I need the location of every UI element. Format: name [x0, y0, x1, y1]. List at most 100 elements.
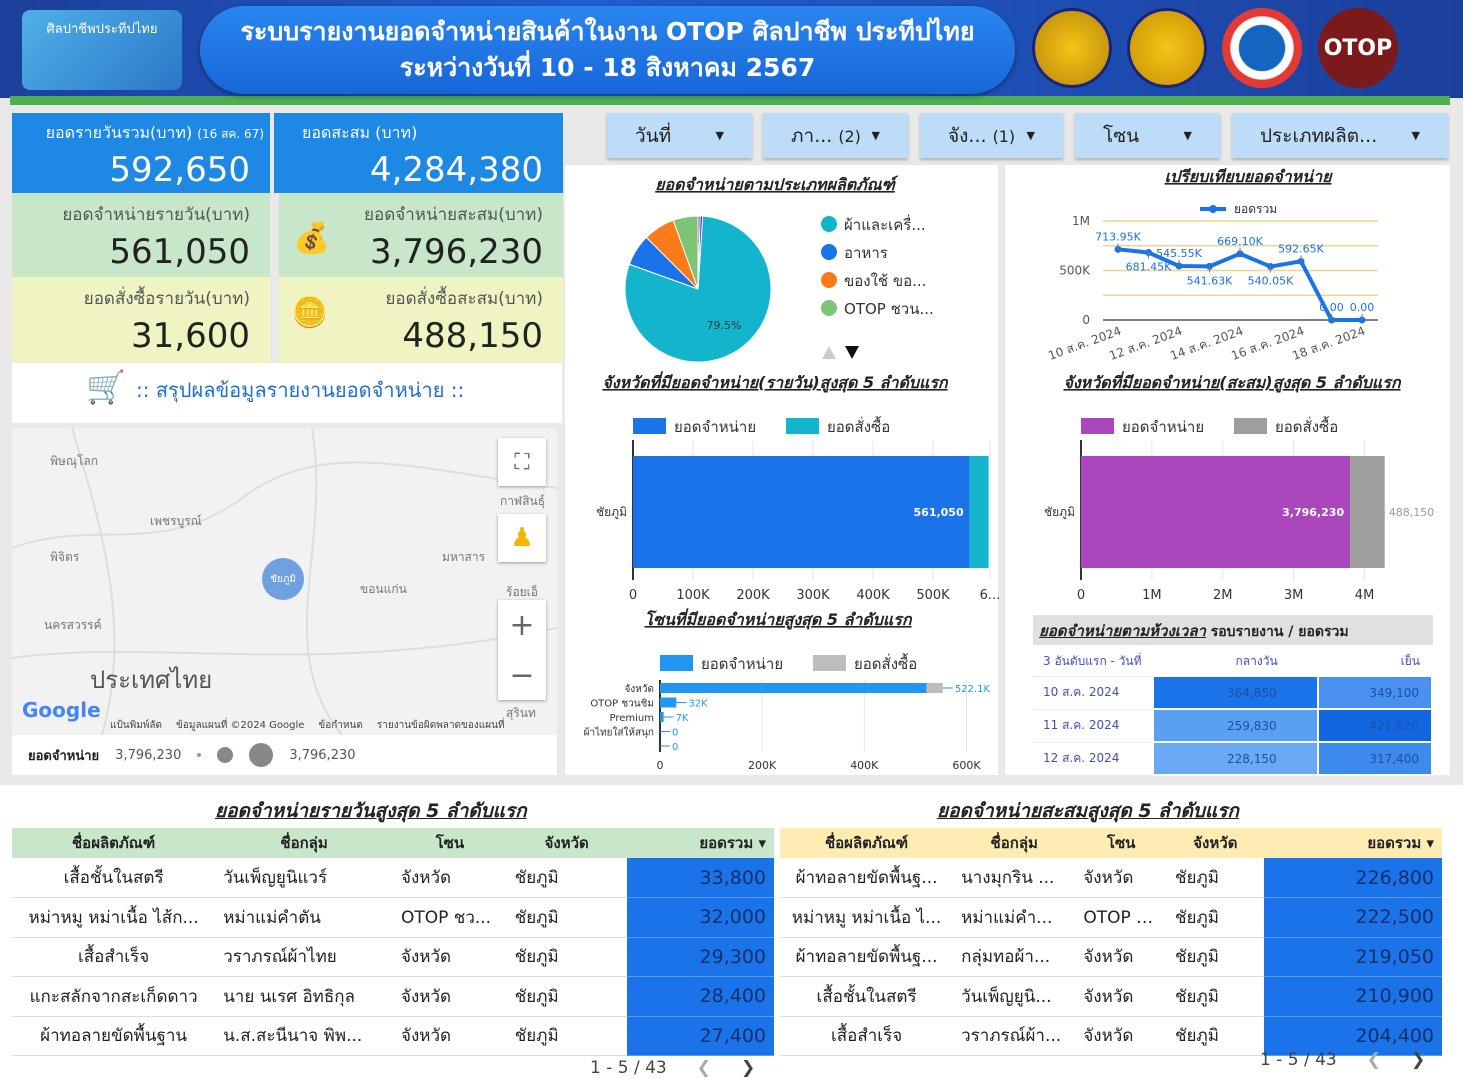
next-page-button[interactable]: ❯ [741, 1058, 756, 1078]
page-title: ระบบรายงานยอดจำหน่ายสินค้าในงาน OTOP ศิล… [200, 6, 1015, 94]
otop-logo-text: OTOP [1323, 35, 1393, 61]
table-cell: จังหวัด [400, 868, 452, 888]
table-cell: 219,050 [1263, 937, 1442, 977]
bar [1350, 456, 1385, 568]
map-footer-report[interactable]: รายงานข้อผิดพลาดของแผนที่ [376, 720, 505, 731]
table-cell: ชัยภูมิ [1174, 907, 1219, 928]
legend-swatch [821, 300, 837, 316]
legend-swatch [821, 216, 837, 232]
table-row[interactable]: ผ้าทอลายขัดพื้นฐ... กลุ่มทอผ้า... จังหวัด ช… [780, 937, 1442, 977]
table-row[interactable]: เสื้อสำเร็จ วราภรณ์ผ้าไทย จังหวัด ชัยภูมิ 29… [12, 937, 774, 977]
table-cell: เสื้อชั้นในสตรี [816, 986, 917, 1007]
table-row[interactable]: เสื้อสำเร็จ วราภรณ์ผ้า... จังหวัด ชัยภูมิ 20… [780, 1016, 1442, 1056]
column-header[interactable]: ยอดรวม ▾ [1367, 834, 1434, 852]
header-row: ชื่อผลิตภัณฑ์ ชื่อกลุ่ม โซน จังหวัด ยอดรวม ▾ [780, 828, 1442, 858]
kpi-label: ยอดสั่งซื้อสะสม(บาท) [385, 289, 543, 309]
column-header[interactable]: โซน [435, 834, 465, 852]
filter-label: จัง... [948, 124, 987, 147]
y-tick-label: 0 [1082, 313, 1090, 327]
pie-title: ยอดจำหน่ายตามประเภทผลิตภัณฑ์ [655, 175, 899, 194]
table-cell: นางมุกริน ... [961, 868, 1055, 888]
column-header[interactable]: โซน [1106, 834, 1136, 852]
bar [660, 697, 677, 708]
table-cell: ชัยภูมิ [1174, 868, 1219, 888]
pegman-icon: ♟ [510, 523, 534, 553]
table-cell: จังหวัด [1083, 868, 1134, 888]
table-cell: วันเพ็ญยูนิ... [961, 986, 1052, 1007]
filter-region[interactable]: ภา... (2) ▼ [763, 113, 908, 158]
column-header[interactable]: ชื่อกลุ่ม [280, 834, 328, 852]
map-footer-copyright: ข้อมูลแผนที่ ©2024 Google [176, 720, 305, 731]
table-cell: ผ้าทอลายขัดพื้นฐ... [795, 868, 938, 888]
map[interactable]: พิษณุโลก เพชรบูรณ์ พิจิตร นครสวรรค์ ขอนแ… [12, 428, 557, 735]
dropdown-arrow-icon: ▼ [1411, 129, 1420, 142]
legend-swatch [786, 418, 819, 434]
legend-marker [1209, 205, 1217, 213]
kpi-note: (16 สค. 67) [197, 127, 264, 141]
filter-province[interactable]: จัง... (1) ▼ [920, 113, 1063, 158]
column-header[interactable]: ยอดรวม ▾ [699, 834, 766, 852]
legend-prev-page-icon[interactable] [822, 346, 836, 359]
x-tick-label: 0 [1077, 588, 1085, 603]
map-footer-terms[interactable]: ข้อกำหนด [318, 720, 363, 731]
table-row[interactable]: ผ้าทอลายขัดพื้นฐ... นางมุกริน ... จังหวัด ช… [780, 858, 1442, 898]
kpi-value: 592,650 [109, 150, 250, 190]
prev-page-button[interactable]: ❮ [1366, 1050, 1381, 1070]
x-tick-label: 400K [856, 588, 890, 603]
zoom-out-button[interactable]: − [509, 657, 535, 693]
table-cell: หม่าแม่คำ... [961, 907, 1053, 928]
table-row[interactable]: เสื้อชั้นในสตรี วันเพ็ญยูนิ... จังหวัด ชัยภ… [780, 976, 1442, 1017]
column-header[interactable]: ชื่อกลุ่ม [990, 834, 1038, 852]
column-header[interactable]: จังหวัด [544, 834, 589, 852]
table-cell: ชัยภูมิ [514, 986, 559, 1007]
column-header[interactable]: ชื่อผลิตภัณฑ์ [824, 834, 909, 852]
legend-max: 3,796,230 [289, 747, 356, 763]
street-view-button[interactable]: ♟ [498, 514, 546, 562]
table-cell: ผ้าทอลายขัดพื้นฐ... [795, 947, 938, 968]
x-tick-label: 0 [629, 588, 637, 603]
x-tick-label: 6... [980, 588, 1001, 603]
prev-page-button[interactable]: ❮ [696, 1058, 711, 1078]
legend-swatch [813, 655, 846, 671]
kpi-value: 488,150 [402, 316, 543, 356]
next-page-button[interactable]: ❯ [1411, 1050, 1426, 1070]
bar [633, 456, 970, 568]
zoom-in-button[interactable]: + [509, 607, 535, 643]
table-row[interactable]: ผ้าทอลายขัดพื้นฐาน น.ส.สะนีนาจ พิพ... จังห… [12, 1016, 774, 1056]
table-cell: ชัยภูมิ [1174, 986, 1219, 1007]
evening-cell: 421,620 [1316, 708, 1434, 743]
map-place: สุรินท [506, 706, 536, 720]
x-tick-label: 200K [748, 759, 777, 772]
filter-product-type[interactable]: ประเภทผลิต... ▼ [1232, 113, 1448, 158]
filter-date[interactable]: วันที่ ▼ [607, 113, 752, 158]
table-row[interactable]: เสื้อชั้นในสตรี วันเพ็ญยูนิแวร์ จังหวัด ชัย… [12, 858, 774, 898]
time-table-subtitle: รอบรายงาน / ยอดรวม [1210, 624, 1349, 640]
table-row[interactable]: หม่าหมู หม่าเนื้อ ไส้ก... หม่าแม่คำตัน OTO… [12, 897, 774, 938]
column-header: 3 อันดับแรก - วันที่ [1043, 654, 1142, 669]
table-cell: หม่าหมู หม่าเนื้อ ไส้ก... [28, 907, 199, 928]
table-cell: นาย นเรศ อิทธิกุล [223, 986, 355, 1007]
map-footer-shortcuts[interactable]: แป้นพิมพ์ลัด [110, 720, 163, 731]
daytime-cell: 259,830 [1152, 708, 1319, 743]
bar-chart-title: โซนที่มียอดจำหน่ายสูงสุด 5 ลำดับแรก [645, 608, 913, 630]
legend-label: ของใช้ ขอ... [844, 272, 926, 290]
column-header[interactable]: จังหวัด [1193, 834, 1238, 852]
filter-zone[interactable]: โซน ▼ [1075, 113, 1220, 158]
table-cell: 29,300 [626, 937, 774, 977]
data-label: 32K [688, 699, 708, 710]
filter-label: โซน [1103, 124, 1140, 147]
column-header[interactable]: ชื่อผลิตภัณฑ์ [72, 834, 156, 852]
kpi-value: 4,284,380 [369, 150, 543, 190]
legend-next-page-icon[interactable] [845, 346, 859, 359]
data-label: 488,150 [1389, 506, 1435, 519]
fullscreen-button[interactable]: ⛶ [498, 438, 546, 486]
table-cell: 33,800 [626, 858, 774, 898]
table-row[interactable]: หม่าหมู หม่าเนื้อ ไ... หม่าแม่คำ... OTOP ช… [780, 897, 1442, 938]
table-cell: เสื้อสำเร็จ [830, 1026, 903, 1047]
legend-label: ยอดจำหน่าย [1122, 418, 1204, 436]
seal-logo-1 [1032, 8, 1112, 88]
table-row: 11 ส.ค. 2024 259,830 421,620 [1033, 708, 1434, 743]
table-row[interactable]: แกะสลักจากสะเก็ดดาว นาย นเรศ อิทธิกุล จังห… [12, 976, 774, 1017]
map-marker-chaiyaphum[interactable]: ชัยภูมิ [262, 558, 304, 600]
seal-logo-2 [1127, 8, 1207, 88]
